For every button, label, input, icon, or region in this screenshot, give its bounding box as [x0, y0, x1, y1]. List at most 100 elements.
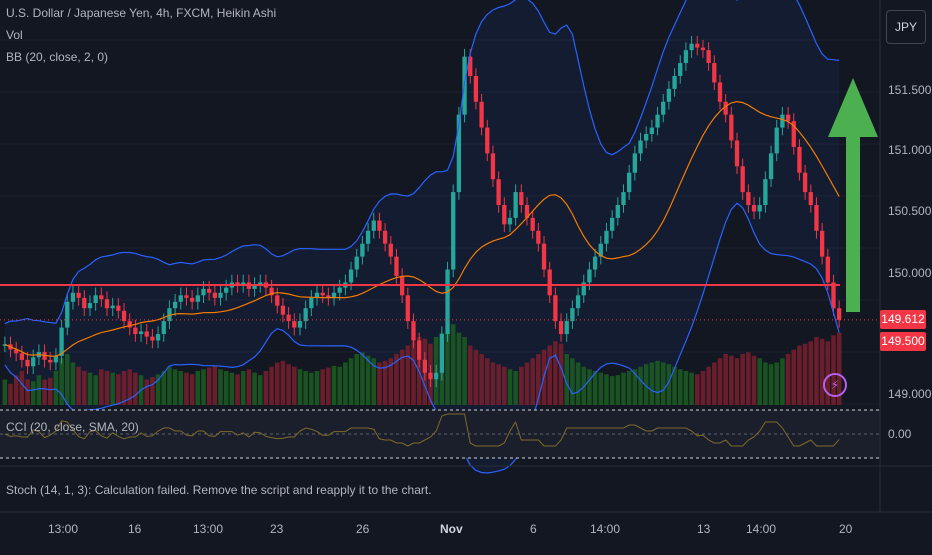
candle-body	[473, 75, 479, 102]
volume-bar	[785, 354, 791, 405]
candle-body	[819, 230, 825, 257]
volume-bar	[331, 365, 337, 405]
volume-bar	[445, 328, 450, 405]
volume-bar	[252, 372, 257, 405]
volume-bar	[246, 369, 252, 405]
candle-body	[320, 292, 325, 296]
volume-bar	[133, 372, 138, 405]
candle-body	[797, 146, 802, 173]
volume-bar	[382, 360, 388, 405]
volume-bar	[59, 358, 64, 405]
volume-bar	[672, 366, 677, 405]
candle-body	[536, 230, 541, 244]
candle-body	[751, 205, 757, 212]
currency-button[interactable]: JPY	[886, 10, 926, 44]
candle-body	[212, 292, 217, 298]
candle-body	[178, 295, 183, 302]
candle-body	[14, 349, 19, 354]
lightning-icon[interactable]: ⚡	[823, 373, 847, 397]
level-price-tag: 149.500	[880, 332, 926, 351]
time-tick: 20	[839, 522, 853, 536]
candle-body	[581, 282, 586, 296]
candle-body	[785, 114, 791, 122]
candle-body	[740, 166, 745, 193]
candle-body	[445, 269, 450, 335]
candle-body	[76, 292, 81, 298]
bollinger-upper-band	[4, 0, 840, 325]
volume-bar	[206, 367, 212, 405]
volume-bar	[712, 362, 717, 405]
candle-body	[235, 282, 240, 285]
volume-bar	[717, 358, 723, 405]
cci-indicator-label[interactable]: CCI (20, close, SMA, 20)	[6, 420, 139, 434]
candle-body	[331, 292, 337, 298]
candle-body	[592, 256, 598, 270]
volume-bar	[292, 366, 297, 405]
price-tick-149000: 149.000	[888, 387, 932, 401]
candle-body	[513, 192, 518, 218]
candle-body	[802, 172, 808, 193]
price-tick-150500: 150.500	[888, 204, 932, 218]
candle-body	[666, 88, 672, 102]
candle-body	[405, 295, 410, 322]
volume-bar	[604, 374, 609, 405]
candle-body	[570, 308, 575, 322]
volume-bar	[201, 369, 206, 405]
volume-bar	[507, 369, 513, 405]
volume-bar	[303, 371, 308, 405]
candle-body	[82, 297, 87, 309]
candle-body	[575, 295, 581, 309]
candle-body	[133, 327, 138, 335]
volume-bar	[155, 374, 161, 405]
volume-bar	[212, 365, 218, 405]
volume-bar	[394, 354, 399, 405]
candle-body	[468, 56, 473, 76]
candle-body	[394, 256, 399, 276]
volume-bar	[655, 360, 660, 405]
volume-bar	[235, 374, 240, 405]
price-tick-151500: 151.500	[888, 83, 932, 97]
volume-bar	[570, 358, 575, 405]
volume-bar	[8, 383, 13, 405]
candle-body	[496, 179, 501, 205]
volume-bar	[110, 372, 115, 405]
volume-bar	[280, 360, 286, 405]
volume-bar	[462, 337, 467, 405]
volume-bar	[802, 343, 808, 405]
candle-body	[155, 334, 161, 341]
vol-indicator-label[interactable]: Vol	[6, 28, 23, 42]
volume-bar	[82, 371, 87, 405]
volume-bar	[360, 352, 365, 405]
volume-bar	[547, 345, 552, 405]
candle-body	[479, 101, 484, 128]
candle-body	[791, 121, 796, 147]
volume-bar	[615, 375, 621, 405]
candle-body	[502, 205, 507, 225]
volume-bar	[240, 371, 246, 405]
volume-bar	[263, 371, 269, 405]
volume-bar	[757, 358, 762, 405]
symbol-title[interactable]: U.S. Dollar / Japanese Yen, 4h, FXCM, He…	[6, 6, 277, 20]
candle-body	[309, 297, 314, 309]
volume-bar	[473, 349, 479, 405]
time-tick: 26	[356, 522, 370, 536]
candle-body	[825, 256, 830, 283]
volume-bar	[178, 371, 184, 405]
candle-body	[632, 153, 637, 173]
candle-body	[689, 43, 694, 51]
candle-body	[661, 101, 666, 115]
volume-bar	[496, 364, 501, 405]
volume-bar	[780, 358, 785, 405]
bb-indicator-label[interactable]: BB (20, close, 2, 0)	[6, 50, 109, 64]
stoch-error-message: Stoch (14, 1, 3): Calculation failed. Re…	[6, 483, 432, 497]
candle-body	[87, 303, 93, 309]
up-arrow-annotation[interactable]	[828, 78, 878, 312]
volume-bar	[286, 364, 291, 405]
candle-body	[746, 192, 751, 205]
time-tick: 13	[697, 522, 711, 536]
volume-bar	[36, 375, 42, 405]
candle-body	[530, 217, 535, 231]
volume-bar	[297, 369, 303, 405]
